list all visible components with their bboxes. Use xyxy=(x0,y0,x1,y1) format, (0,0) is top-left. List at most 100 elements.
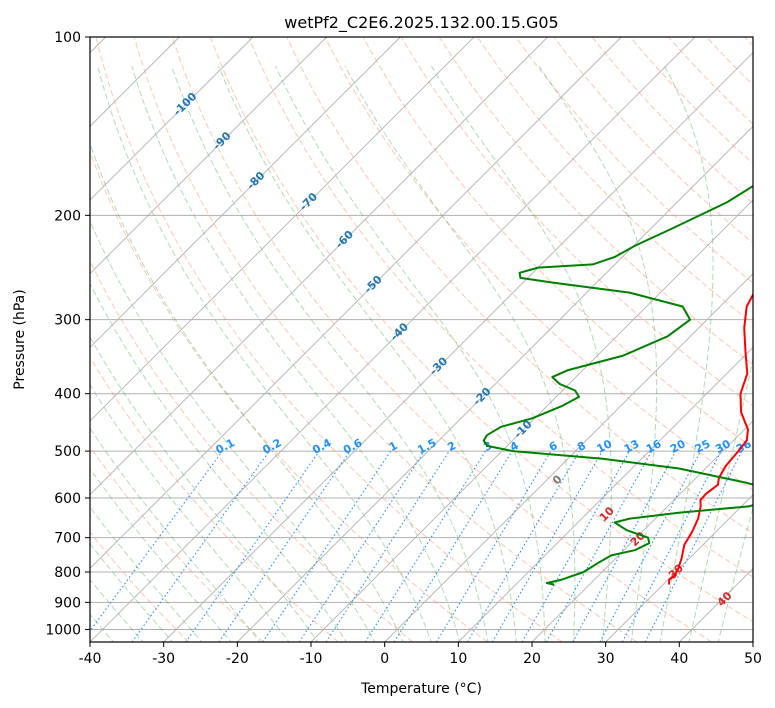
isotherm-line xyxy=(90,37,696,642)
x-tick-label: 10 xyxy=(449,651,467,667)
moist-adiabat-line xyxy=(90,219,376,642)
dry-adiabat-line xyxy=(210,37,753,623)
isotherm-line xyxy=(384,273,753,642)
mixing-ratio-label: 20 xyxy=(668,437,688,456)
pressure-grid xyxy=(90,37,753,630)
moist-adiabat-line xyxy=(90,142,404,642)
chart-title: wetPf2_C2E6.2025.132.00.15.G05 xyxy=(284,13,558,33)
y-tick-label: 300 xyxy=(54,313,81,329)
y-tick-label: 1000 xyxy=(45,622,81,638)
isotherm-line xyxy=(90,37,254,201)
mixing-ratio-line xyxy=(393,450,513,642)
moist-adiabat-line xyxy=(344,65,576,642)
isotherm-line xyxy=(531,420,753,642)
moist-adiabat-line xyxy=(90,543,174,642)
dry-adiabats xyxy=(90,37,753,642)
isotherm-line xyxy=(90,37,622,569)
moist-adiabat-line xyxy=(538,65,658,642)
temperature-profile-line xyxy=(668,292,753,585)
y-tick-label: 500 xyxy=(54,444,81,460)
x-tick-label: 40 xyxy=(670,651,688,667)
x-axis-ticks: -40 -30 -20 -10 0 10 20 30 40 50 xyxy=(79,642,762,667)
dry-adiabat-line xyxy=(591,37,753,204)
mixing-ratio-line xyxy=(545,450,653,642)
moist-adiabat-line xyxy=(90,467,232,642)
mixing-ratio-label: 10 xyxy=(595,437,615,456)
dewpoint-profile-line xyxy=(482,184,753,586)
mixing-ratio-line xyxy=(521,450,630,642)
dry-adiabat-line xyxy=(629,37,753,165)
dry-adiabat-line xyxy=(90,259,414,642)
moist-adiabat-line xyxy=(90,578,144,642)
dry-adiabat-line xyxy=(400,37,753,407)
moist-adiabat-line xyxy=(97,66,432,642)
x-tick-label: 50 xyxy=(744,651,762,667)
y-tick-label: 400 xyxy=(54,387,81,403)
dry-adiabat-line xyxy=(477,37,753,325)
isotherm-line xyxy=(310,199,753,642)
moist-adiabat-line xyxy=(90,506,203,642)
dry-adiabat-line xyxy=(95,37,563,642)
isotherm-line xyxy=(90,37,401,348)
isotherm-line xyxy=(90,37,475,422)
dry-adiabat-line xyxy=(324,37,753,491)
x-tick-label: 30 xyxy=(597,651,615,667)
mixing-ratio-label: 16 xyxy=(644,437,664,456)
dry-adiabat-line xyxy=(90,531,190,642)
y-tick-label: 200 xyxy=(54,208,81,224)
isotherm-line xyxy=(90,37,548,496)
x-tick-label: -40 xyxy=(79,651,102,667)
profile-series xyxy=(482,184,753,586)
moist-adiabat-line xyxy=(688,356,753,642)
x-axis-label: Temperature (°C) xyxy=(360,681,482,697)
mixing-ratio-line xyxy=(325,450,450,642)
y-tick-label: 700 xyxy=(54,531,81,547)
moist-adiabat-line xyxy=(171,66,489,642)
dry-adiabat-line xyxy=(515,37,753,284)
moist-adiabat-line xyxy=(90,427,261,642)
isotherm-line xyxy=(605,494,753,642)
plot-frame xyxy=(89,36,754,643)
moist-adiabat-line xyxy=(659,65,714,642)
y-tick-label: 800 xyxy=(54,565,81,581)
isotherm-line xyxy=(237,125,753,642)
moist-adiabats xyxy=(90,65,753,642)
dry-adiabat-line xyxy=(286,37,753,534)
y-tick-label: 100 xyxy=(54,30,81,46)
isotherm-line xyxy=(163,52,753,642)
dry-adiabat-line xyxy=(90,150,488,642)
mixing-ratio-line xyxy=(185,450,320,642)
mixing-ratio-label: 30 xyxy=(713,437,733,456)
x-tick-label: 0 xyxy=(380,651,389,667)
x-tick-label: -10 xyxy=(300,651,323,667)
mixing-ratio-line xyxy=(218,450,351,642)
isotherm-line xyxy=(458,346,753,642)
isotherm-line xyxy=(90,37,327,275)
moist-adiabat-line xyxy=(275,65,546,642)
mixing-ratio-label: 25 xyxy=(693,437,713,456)
dry-adiabat-line xyxy=(438,37,753,366)
moist-adiabat-line xyxy=(430,65,612,642)
y-tick-label: 600 xyxy=(54,491,81,507)
mixing-ratio-lines xyxy=(90,450,743,642)
mixing-ratio-label: 13 xyxy=(622,437,642,456)
plot-area: -100-90-80-70-60-50-40-30-20-100.1 0.2 0.4… xyxy=(90,37,753,642)
mixing-ratio-line xyxy=(435,450,552,642)
mixing-ratio-line xyxy=(491,450,603,642)
y-axis-label: Pressure (hPa) xyxy=(12,289,28,389)
mixing-ratio-line xyxy=(572,450,677,642)
y-axis-ticks: 100 200 300 400 500 600 700 800 900 1000 xyxy=(45,30,90,638)
mixing-ratio-line xyxy=(467,450,580,642)
y-tick-label: 900 xyxy=(54,595,81,611)
x-tick-label: 20 xyxy=(523,651,541,667)
isotherms xyxy=(90,37,753,642)
mixing-ratio-line xyxy=(364,450,486,642)
moist-adiabat-line xyxy=(90,282,347,642)
dry-adiabat-line xyxy=(133,37,638,642)
x-tick-label: -20 xyxy=(226,651,249,667)
moist-adiabat-line xyxy=(218,66,517,642)
moist-adiabat-line xyxy=(131,66,461,642)
dry-adiabat-line xyxy=(553,37,753,244)
